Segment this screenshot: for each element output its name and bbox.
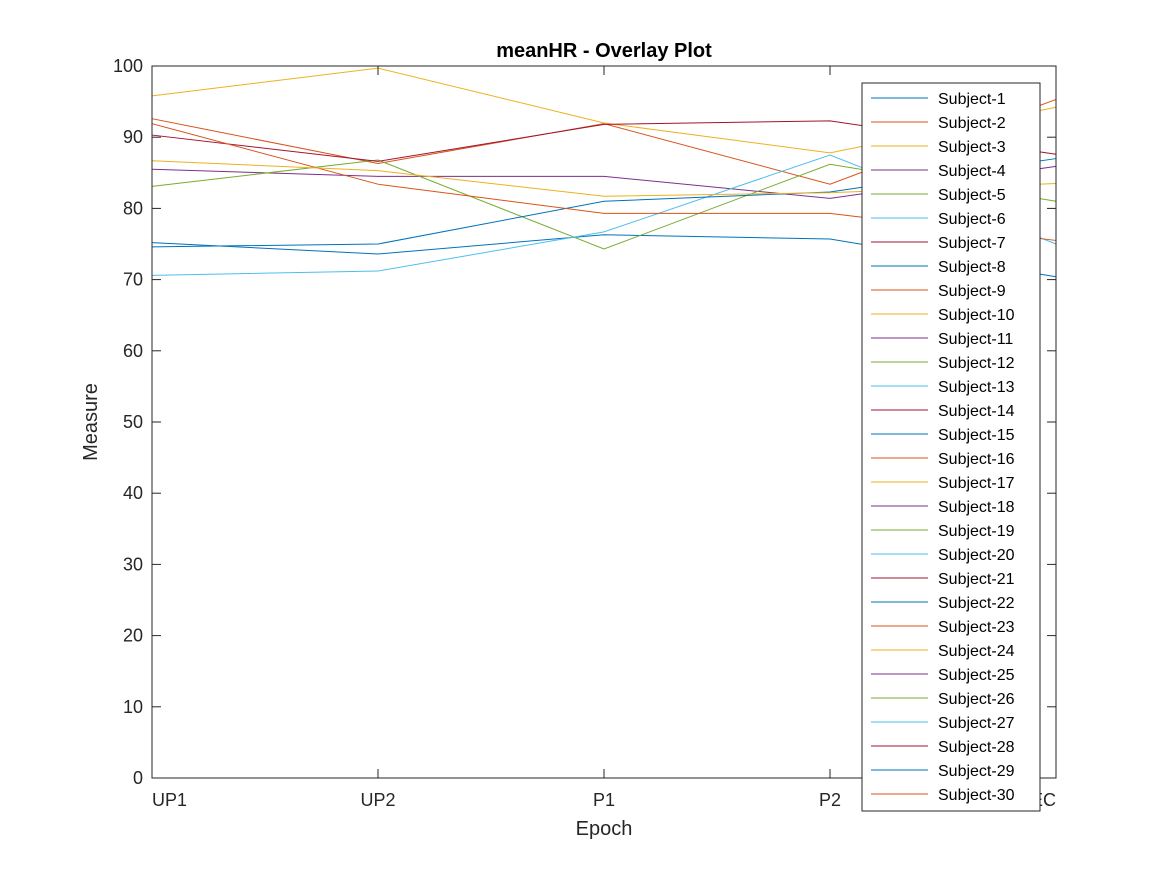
y-tick-label: 90 xyxy=(123,127,143,147)
y-tick-label: 40 xyxy=(123,483,143,503)
legend-label: Subject-30 xyxy=(938,787,1015,804)
legend: Subject-1 Subject-2 Subject-3 Subject-4 Subj… xyxy=(861,82,1041,812)
legend-box xyxy=(861,82,1041,812)
x-axis-label: Epoch xyxy=(576,818,633,840)
legend-label: Subject-28 xyxy=(938,739,1015,756)
chart-title: meanHR - Overlay Plot xyxy=(496,40,712,62)
legend-label: Subject-7 xyxy=(938,235,1006,252)
legend-label: Subject-2 xyxy=(938,115,1006,132)
x-tick-label: UP1 xyxy=(152,790,187,810)
legend-label: Subject-11 xyxy=(938,331,1013,348)
y-tick-label: 70 xyxy=(123,270,143,290)
legend-label: Subject-22 xyxy=(938,595,1015,612)
x-tick-label: P1 xyxy=(593,790,615,810)
y-tick-label: 50 xyxy=(123,412,143,432)
legend-label: Subject-24 xyxy=(938,643,1015,660)
y-axis-label: Measure xyxy=(80,383,102,461)
legend-label: Subject-13 xyxy=(938,379,1015,396)
legend-label: Subject-18 xyxy=(938,499,1015,516)
x-tick-label: P2 xyxy=(819,790,841,810)
legend-label: Subject-5 xyxy=(938,187,1006,204)
legend-label: Subject-1 xyxy=(938,91,1006,108)
y-tick-label: 100 xyxy=(113,56,143,76)
legend-label: Subject-19 xyxy=(938,523,1015,540)
legend-label: Subject-16 xyxy=(938,451,1015,468)
y-tick-label: 30 xyxy=(123,554,143,574)
y-tick-label: 60 xyxy=(123,341,143,361)
legend-label: Subject-21 xyxy=(938,571,1015,588)
legend-label: Subject-25 xyxy=(938,667,1015,684)
legend-label: Subject-26 xyxy=(938,691,1015,708)
y-tick-label: 20 xyxy=(123,626,143,646)
legend-label: Subject-23 xyxy=(938,619,1015,636)
legend-label: Subject-17 xyxy=(938,475,1015,492)
legend-label: Subject-9 xyxy=(938,283,1006,300)
legend-label: Subject-3 xyxy=(938,139,1006,156)
legend-label: Subject-27 xyxy=(938,715,1015,732)
y-tick-label: 0 xyxy=(133,768,143,788)
y-tick-label: 10 xyxy=(123,697,143,717)
legend-label: Subject-8 xyxy=(938,259,1006,276)
y-tick-label: 80 xyxy=(123,198,143,218)
legend-label: Subject-12 xyxy=(938,355,1015,372)
x-tick-label: UP2 xyxy=(360,790,395,810)
legend-label: Subject-4 xyxy=(938,163,1006,180)
legend-label: Subject-14 xyxy=(938,403,1015,420)
legend-label: Subject-10 xyxy=(938,307,1015,324)
legend-label: Subject-20 xyxy=(938,547,1015,564)
legend-label: Subject-15 xyxy=(938,427,1015,444)
legend-label: Subject-29 xyxy=(938,763,1015,780)
legend-label: Subject-6 xyxy=(938,211,1006,228)
